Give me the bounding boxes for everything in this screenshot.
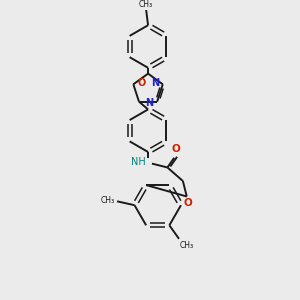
Text: O: O xyxy=(137,78,146,88)
Text: CH₃: CH₃ xyxy=(180,241,194,250)
Text: CH₃: CH₃ xyxy=(139,0,153,9)
Text: O: O xyxy=(172,144,181,154)
Text: O: O xyxy=(183,198,192,208)
Text: N: N xyxy=(151,78,159,88)
Text: NH: NH xyxy=(131,157,146,167)
Text: CH₃: CH₃ xyxy=(101,196,115,205)
Text: N: N xyxy=(145,98,153,108)
